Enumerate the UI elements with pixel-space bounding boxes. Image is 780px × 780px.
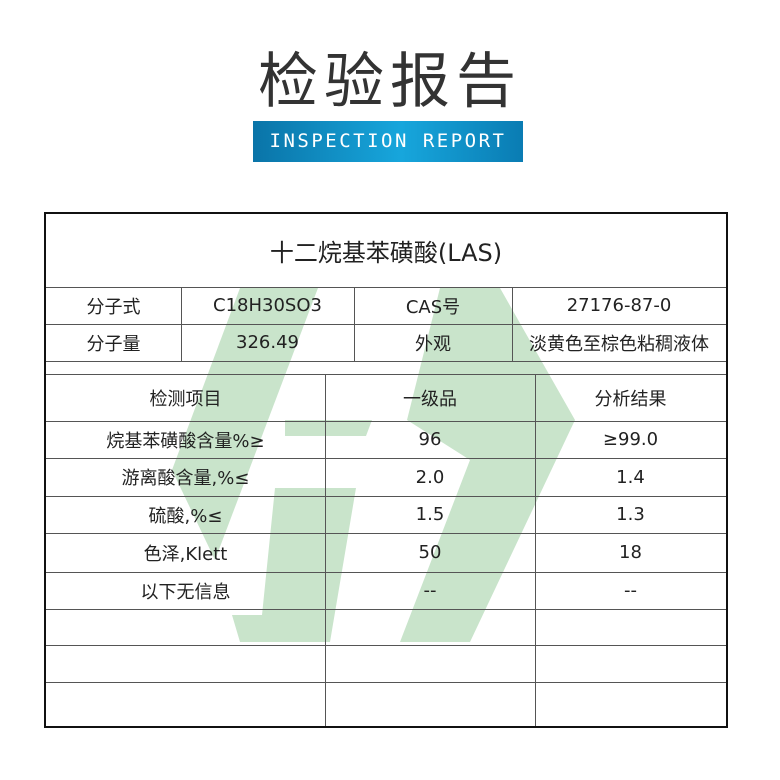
table-cell [535,682,726,726]
divider [46,361,726,362]
table-cell [325,682,535,726]
divider [46,533,726,534]
table-cell: 烷基苯磺酸含量%≥ [106,430,265,452]
product-name: 十二烷基苯磺酸(LAS) [269,239,503,267]
watermark-shape [172,288,318,560]
watermark-shape [285,420,372,436]
table-cell: 游离酸含量,%≤ [121,468,250,489]
divider [46,609,726,610]
info-label: 外观 [415,333,451,355]
table-cell: 2.0 [415,466,445,488]
table-cell: 50 [418,542,442,563]
table-cell: 1.3 [616,504,645,525]
table-cell: 1.5 [415,504,445,525]
table-cell: 硫酸,%≤ [148,505,223,527]
divider [46,324,726,325]
table-cell [46,609,325,645]
table-cell [325,645,535,682]
divider [46,645,726,646]
table-cell [46,682,325,726]
watermark-shape [400,288,575,642]
table-cell: 1.4 [616,466,645,488]
table-cell [46,645,325,682]
info-value: 淡黄色至棕色粘稠液体 [529,333,709,355]
divider [46,572,726,573]
divider [46,682,726,683]
divider [535,374,536,726]
subtitle-banner: INSPECTION REPORT [253,121,523,162]
column-header: 一级品 [403,388,457,410]
info-value: 27176-87-0 [566,295,672,316]
table-cell: 以下无信息 [140,581,231,603]
table-cell: -- [624,580,637,601]
divider [46,421,726,422]
table-cell [325,609,535,645]
divider [46,496,726,497]
divider [181,287,182,361]
column-header: 检测项目 [149,388,222,410]
divider [325,374,326,726]
info-label: 分子量 [86,333,141,355]
divider [512,287,513,361]
report-table [44,212,728,728]
info-value: C18H30SO3 [213,295,322,316]
page-title: 检验报告 [258,47,522,117]
column-header: 分析结果 [594,388,667,410]
divider [46,287,726,288]
divider [46,458,726,459]
info-label: CAS号 [405,296,461,318]
table-cell: 18 [619,542,642,563]
table-cell: 96 [418,429,442,450]
table-cell: 色泽,Klett [143,543,228,565]
table-cell: -- [423,580,437,601]
divider [354,287,355,361]
info-value: 326.49 [236,332,299,353]
table-cell [535,609,726,645]
table-cell [535,645,726,682]
info-label: 分子式 [86,296,141,318]
divider [46,374,726,375]
table-cell: ≥99.0 [602,429,659,450]
